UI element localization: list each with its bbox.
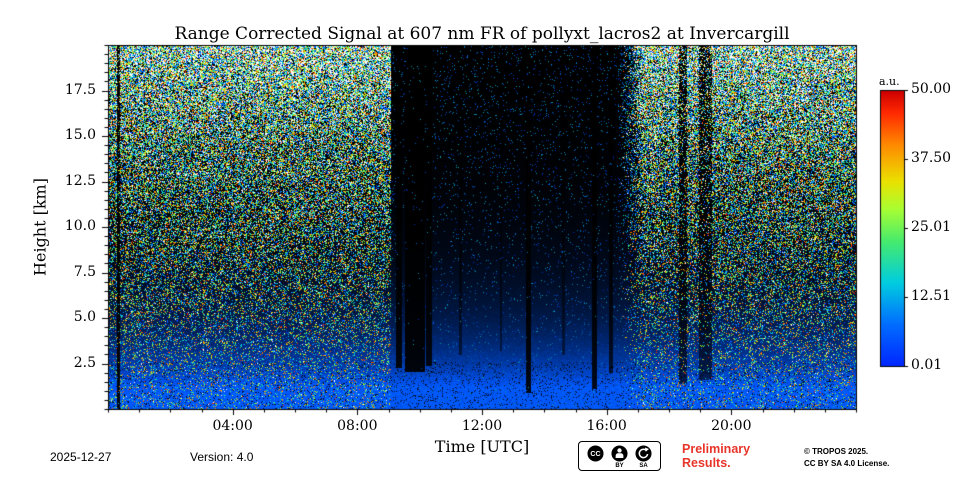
version-label: Version: 4.0 bbox=[190, 450, 254, 464]
y-tick-label: 15.0 bbox=[64, 127, 96, 143]
svg-text:CC: CC bbox=[590, 450, 600, 458]
chart-title: Range Corrected Signal at 607 nm FR of p… bbox=[174, 24, 790, 44]
cc-sa-icon: SA bbox=[635, 445, 652, 469]
cc-by-label: BY bbox=[615, 463, 624, 469]
cc-by-sa-badge: CC BY SA bbox=[578, 441, 661, 471]
x-tick-label: 08:00 bbox=[337, 418, 378, 434]
cc-icon: CC bbox=[587, 445, 604, 462]
colorbar-tick-label: 25.01 bbox=[911, 218, 952, 235]
cc-by-icon: BY bbox=[611, 445, 628, 469]
colorbar-tick-label: 12.51 bbox=[911, 287, 952, 304]
y-tick-label: 17.5 bbox=[64, 81, 96, 98]
preliminary-results-note: Preliminary Results. bbox=[682, 442, 751, 471]
y-tick-label: 2.5 bbox=[73, 354, 96, 371]
y-tick-label: 12.5 bbox=[64, 172, 96, 189]
colorbar-tick-label: 0.01 bbox=[911, 357, 943, 373]
x-tick-label: 16:00 bbox=[586, 418, 627, 434]
x-axis-label: Time [UTC] bbox=[434, 437, 530, 456]
colorbar-tick-label: 50.00 bbox=[911, 81, 952, 97]
colorbar-unit-label: a.u. bbox=[879, 75, 900, 88]
copyright-note: © TROPOS 2025. CC BY SA 4.0 License. bbox=[804, 446, 889, 470]
x-tick-label: 12:00 bbox=[461, 418, 503, 434]
x-tick-label: 20:00 bbox=[711, 418, 752, 434]
y-tick-label: 7.5 bbox=[73, 263, 96, 280]
colorbar-tick-label: 37.50 bbox=[911, 150, 952, 166]
y-tick-label: 5.0 bbox=[73, 309, 96, 325]
copyright-line2: CC BY SA 4.0 License. bbox=[804, 459, 890, 468]
copyright-line1: © TROPOS 2025. bbox=[804, 447, 869, 456]
x-tick-label: 04:00 bbox=[212, 418, 253, 434]
y-tick-label: 10.0 bbox=[64, 218, 96, 234]
measurement-date: 2025-12-27 bbox=[50, 450, 112, 464]
y-axis-label: Height [km] bbox=[30, 178, 50, 276]
cc-sa-label: SA bbox=[639, 463, 648, 469]
